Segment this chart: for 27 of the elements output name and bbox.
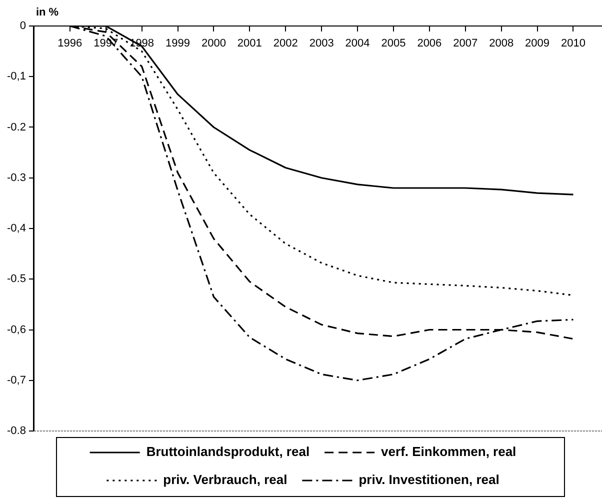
y-tick-label: -0.2 (6, 121, 26, 134)
legend-label: priv. Investitionen, real (358, 472, 500, 488)
x-tick-label: 2006 (417, 38, 442, 50)
x-tick-label: 2007 (453, 38, 478, 50)
x-tick-label: 2001 (237, 38, 262, 50)
x-tick-label: 2010 (560, 38, 586, 50)
legend-label: Bruttoinlandsprodukt, real (146, 444, 310, 460)
legend-label: priv. Verbrauch, real (163, 472, 288, 488)
y-tick-label: -0,7 (6, 374, 26, 386)
x-tick-label: 2009 (525, 38, 550, 50)
y-tick-label: -0,4 (6, 222, 26, 235)
x-tick-label: 2004 (345, 38, 370, 50)
x-tick-label: 1999 (166, 38, 190, 50)
x-tick-label: 2002 (273, 38, 298, 50)
legend-label: verf. Einkommen, real (381, 444, 516, 460)
x-tick-label: 1996 (58, 38, 82, 50)
x-tick-label: 2008 (489, 38, 514, 50)
y-tick-label: -0.5 (6, 273, 26, 286)
y-tick-label: -0.3 (6, 172, 26, 184)
y-axis-title: in % (36, 6, 59, 19)
y-tick-label: -0,6 (6, 324, 26, 336)
y-tick-label: -0,1 (6, 70, 26, 83)
x-tick-label: 2003 (309, 38, 334, 50)
x-tick-label: 2000 (201, 38, 226, 50)
x-tick-label: 2005 (381, 38, 406, 50)
y-tick-label: 0 (20, 20, 26, 32)
y-tick-label: -0.8 (6, 425, 26, 438)
